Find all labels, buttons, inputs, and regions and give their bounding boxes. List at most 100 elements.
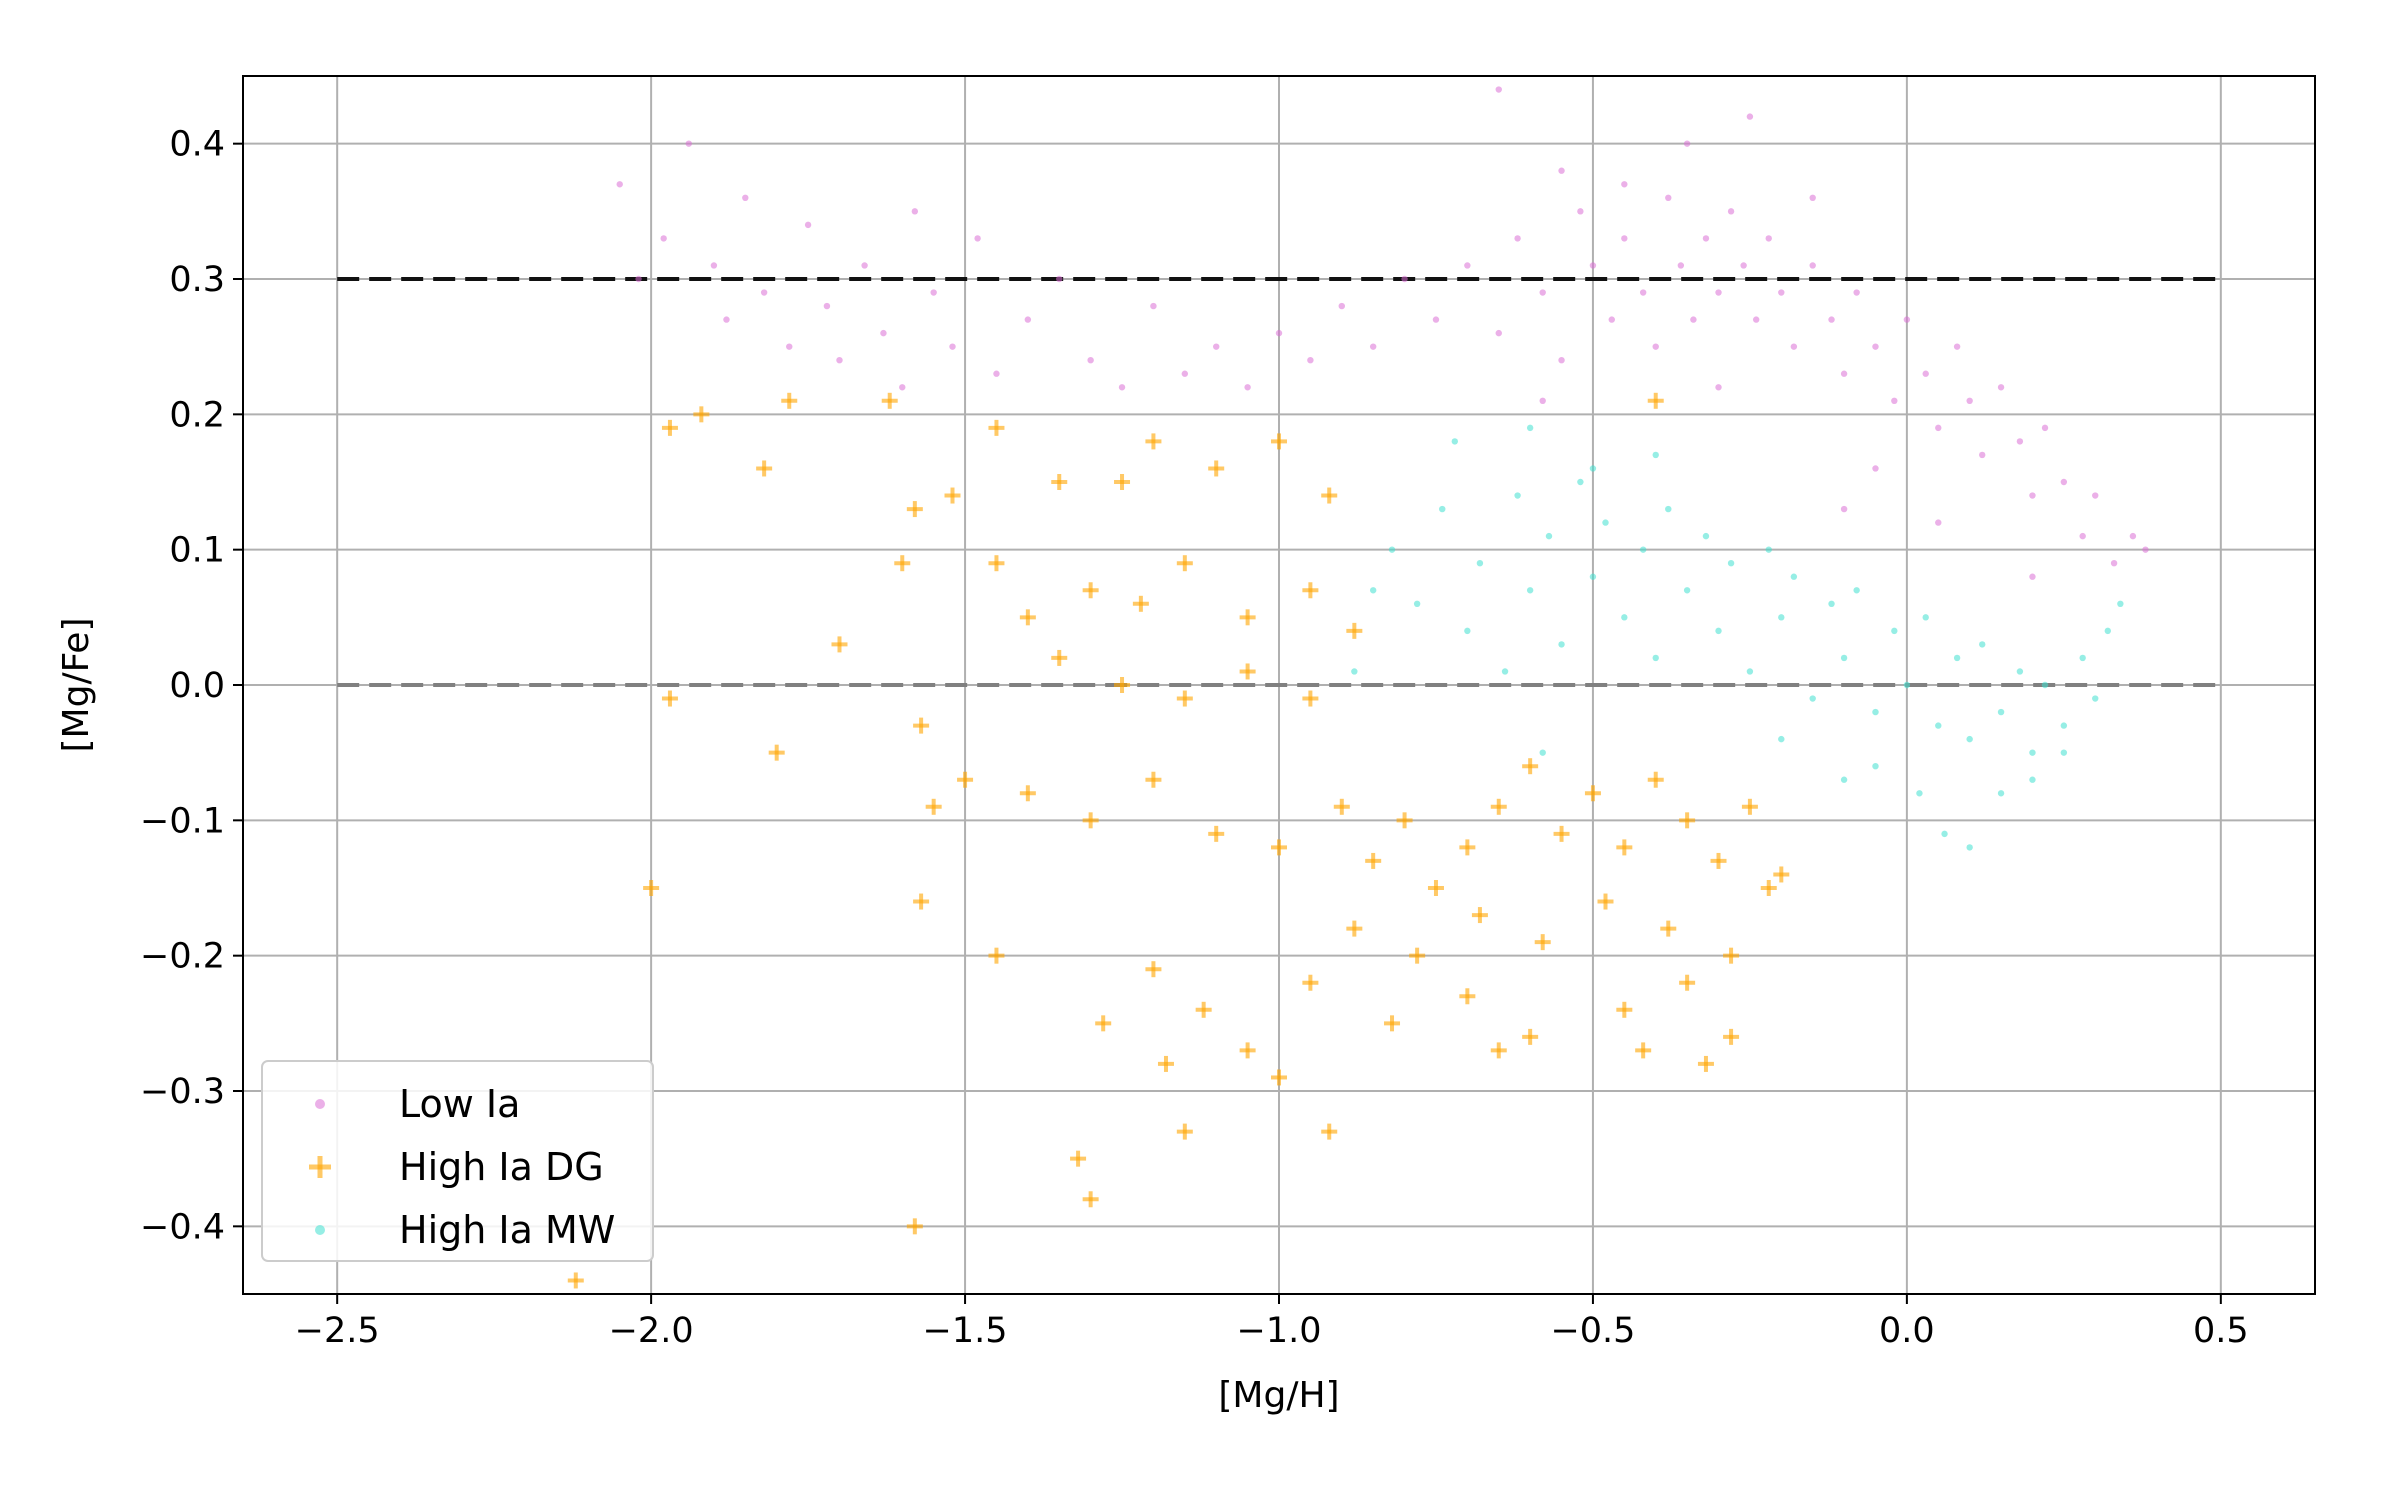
- data-point: [1809, 194, 1816, 201]
- data-point: [988, 555, 1005, 572]
- data-point: [1840, 776, 1848, 783]
- data-point: [1409, 947, 1426, 964]
- data-point: [2079, 654, 2086, 662]
- data-point: [1413, 600, 1421, 607]
- data-point: [1589, 262, 1597, 269]
- data-point: [742, 194, 749, 201]
- data-point: [1051, 649, 1068, 666]
- data-point: [1872, 465, 1879, 472]
- x-tick-label: −1.0: [1237, 1311, 1322, 1351]
- data-point: [1679, 974, 1696, 991]
- y-tick-label: −0.2: [140, 937, 225, 977]
- data-point: [1271, 433, 1287, 450]
- data-point: [1778, 735, 1785, 743]
- data-point: [1176, 690, 1193, 707]
- data-point: [1539, 749, 1546, 756]
- data-point: [1271, 1069, 1287, 1086]
- data-point: [1427, 880, 1444, 896]
- data-point: [1997, 384, 2005, 391]
- data-point: [1514, 492, 1521, 499]
- data-point: [1271, 839, 1287, 856]
- data-point: [1715, 627, 1722, 635]
- data-point: [1660, 920, 1677, 937]
- data-point: [1621, 235, 1628, 242]
- data-point: [1589, 465, 1597, 472]
- data-point: [1765, 546, 1772, 553]
- data-point: [2029, 492, 2036, 499]
- data-point: [1997, 708, 2005, 716]
- data-point: [1683, 140, 1691, 147]
- data-point: [1526, 587, 1534, 594]
- data-point: [1765, 235, 1772, 242]
- data-point: [1621, 181, 1628, 188]
- data-point: [1577, 208, 1584, 215]
- data-point: [1208, 825, 1225, 842]
- data-point: [1302, 690, 1319, 707]
- data-point: [2016, 438, 2024, 445]
- data-point: [786, 343, 793, 350]
- data-point: [1679, 812, 1696, 829]
- data-point: [1539, 289, 1546, 296]
- data-point: [1070, 1150, 1087, 1167]
- data-point: [1608, 316, 1615, 323]
- data-point: [1275, 329, 1283, 337]
- data-point: [2029, 749, 2036, 756]
- data-point: [1953, 343, 1961, 350]
- data-point: [315, 1225, 325, 1235]
- data-point: [1145, 433, 1162, 450]
- legend: Low Ia High Ia DG High Ia MW: [261, 1060, 654, 1262]
- data-point: [881, 392, 898, 409]
- data-point: [1652, 343, 1659, 350]
- data-point: [1647, 771, 1664, 788]
- data-point: [1464, 627, 1471, 635]
- data-point: [1690, 316, 1697, 323]
- data-point: [1476, 560, 1484, 567]
- data-point: [1351, 668, 1358, 675]
- data-point: [1589, 573, 1597, 580]
- data-point: [1828, 600, 1835, 607]
- data-point: [1665, 505, 1672, 513]
- data-point: [1495, 329, 1502, 337]
- data-point: [1828, 316, 1835, 323]
- data-point: [1051, 474, 1068, 490]
- data-point: [1683, 587, 1691, 594]
- data-point: [1307, 357, 1314, 364]
- data-point: [1997, 790, 2005, 797]
- data-point: [1760, 880, 1777, 896]
- data-point: [1922, 614, 1929, 621]
- data-point: [1244, 384, 1251, 391]
- data-point: [2142, 546, 2149, 553]
- data-point: [2117, 600, 2124, 607]
- data-point: [1723, 1028, 1740, 1045]
- data-point: [1727, 560, 1735, 567]
- data-point: [836, 357, 843, 364]
- series-high-ia-dg: [567, 392, 1790, 1289]
- data-point: [768, 744, 785, 761]
- x-tick-label: −1.5: [923, 1311, 1008, 1351]
- data-point: [1872, 343, 1879, 350]
- data-point: [1514, 235, 1521, 242]
- data-point: [1558, 641, 1565, 648]
- data-point: [1840, 505, 1848, 513]
- data-point: [1584, 785, 1601, 802]
- data-point: [1150, 302, 1157, 310]
- data-point: [567, 1272, 584, 1289]
- data-point: [781, 392, 798, 409]
- data-point: [1459, 839, 1476, 856]
- data-point: [1539, 397, 1546, 404]
- data-point: [1369, 587, 1377, 594]
- data-point: [1213, 343, 1220, 350]
- data-point: [913, 717, 930, 734]
- x-tick-label: 0.5: [2193, 1311, 2249, 1351]
- data-point: [1639, 289, 1647, 296]
- data-point: [804, 221, 812, 229]
- data-point: [1432, 316, 1440, 323]
- data-point: [661, 690, 678, 707]
- data-point: [1384, 1015, 1401, 1032]
- data-point: [1239, 1042, 1256, 1059]
- data-point: [2060, 478, 2068, 486]
- data-point: [1118, 384, 1126, 391]
- data-point: [1338, 302, 1345, 310]
- data-point: [1647, 392, 1664, 409]
- data-point: [1916, 790, 1923, 797]
